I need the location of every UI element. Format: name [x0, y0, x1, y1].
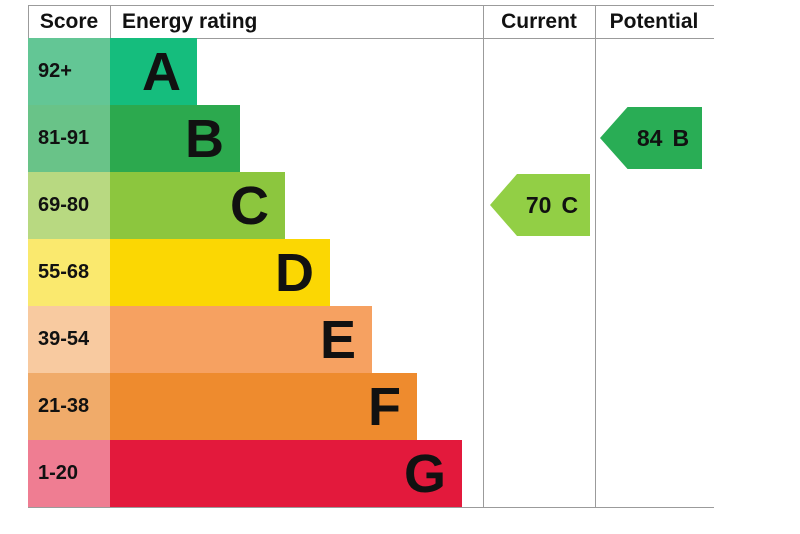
score-range-a: 92+ — [28, 38, 110, 105]
current-rating-band: C — [561, 191, 579, 218]
band-bar-f: F — [110, 373, 417, 440]
score-range-label: 21-38 — [38, 395, 90, 417]
band-letter: G — [403, 443, 446, 504]
score-column-divider — [110, 5, 111, 39]
band-letter: A — [142, 41, 181, 102]
score-range-d: 55-68 — [28, 239, 110, 306]
band-bar-d: D — [110, 239, 330, 306]
score-range-label: 55-68 — [38, 261, 90, 283]
band-bar-g: G — [110, 440, 462, 507]
current-rating-value: 70 — [525, 191, 552, 218]
score-range-f: 21-38 — [28, 373, 110, 440]
band-letter: D — [275, 242, 314, 303]
table-border-bottom — [28, 507, 714, 508]
band-row-c: 69-80 C — [28, 172, 713, 239]
band-bar-e: E — [110, 306, 372, 373]
energy-rating-column-header: Energy rating — [122, 9, 258, 33]
header-underline — [28, 38, 714, 39]
band-row-a: 92+ A — [28, 38, 713, 105]
band-letter: C — [230, 175, 269, 236]
score-range-label: 81-91 — [38, 127, 90, 149]
band-row-e: 39-54 E — [28, 306, 713, 373]
score-range-g: 1-20 — [28, 440, 110, 507]
score-range-label: 92+ — [38, 60, 72, 82]
score-range-e: 39-54 — [28, 306, 110, 373]
band-row-g: 1-20 G — [28, 440, 713, 507]
current-column-divider — [483, 5, 484, 508]
score-range-label: 39-54 — [38, 328, 90, 350]
band-letter: E — [319, 309, 356, 370]
band-bar-a: A — [110, 38, 197, 105]
band-letter: B — [185, 108, 224, 169]
score-range-label: 69-80 — [38, 194, 90, 216]
score-column-header: Score — [39, 9, 99, 33]
current-column-header: Current — [501, 9, 577, 33]
score-range-c: 69-80 — [28, 172, 110, 239]
band-row-b: 81-91 B — [28, 105, 713, 172]
potential-rating-value: 84 — [636, 124, 663, 151]
score-range-label: 1-20 — [38, 462, 79, 484]
band-bar-c: C — [110, 172, 285, 239]
potential-rating-band: B — [672, 124, 690, 151]
header-border-left — [28, 5, 29, 39]
band-row-f: 21-38 F — [28, 373, 713, 440]
band-letter: F — [368, 376, 401, 437]
score-range-b: 81-91 — [28, 105, 110, 172]
table-border-top — [28, 5, 714, 6]
potential-column-header: Potential — [609, 9, 699, 33]
band-bar-b: B — [110, 105, 240, 172]
potential-column-divider — [595, 5, 596, 508]
band-row-d: 55-68 D — [28, 239, 713, 306]
